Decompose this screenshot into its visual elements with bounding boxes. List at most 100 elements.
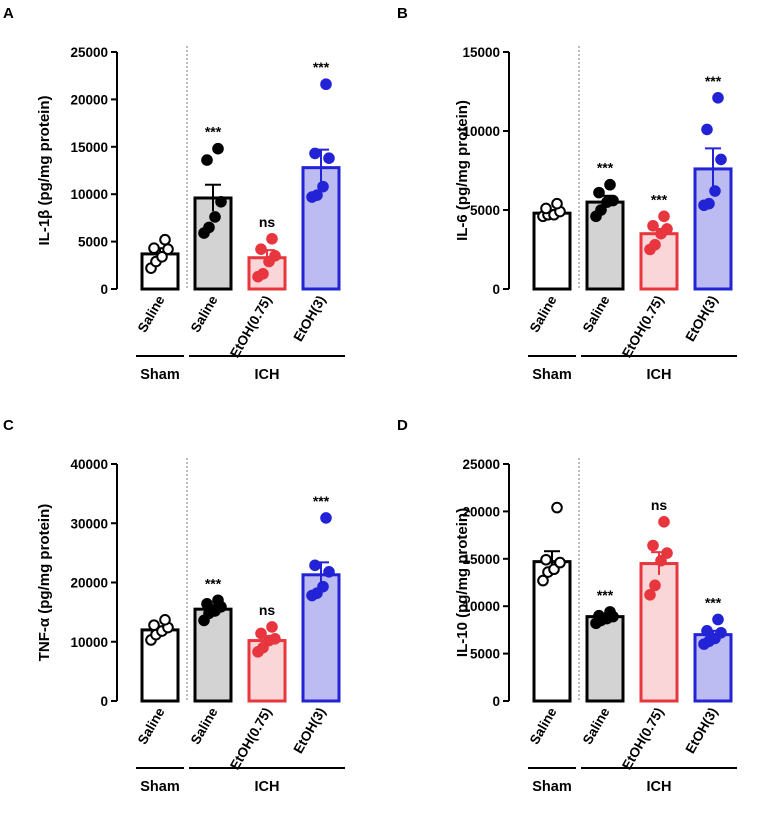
- data-point: [212, 142, 224, 155]
- data-point: [255, 627, 267, 640]
- significance-label: ***: [705, 73, 722, 89]
- y-tick-label: 10000: [70, 635, 108, 650]
- data-point: [215, 195, 227, 208]
- ich-group-label: ICH: [647, 779, 672, 795]
- data-point: [715, 153, 727, 166]
- panel-b: B 0 5000 10000 15000 IL-6 (pg/mg protein) *** *…: [397, 5, 737, 383]
- significance-label: ***: [651, 191, 668, 207]
- y-tick-label: 0: [492, 282, 500, 297]
- bar: [585, 615, 625, 703]
- y-tick-label: 5000: [470, 203, 500, 218]
- sham-group-label: Sham: [532, 779, 572, 795]
- data-point: [715, 626, 727, 639]
- panel-letter: C: [3, 417, 14, 434]
- y-tick-label: 25000: [70, 45, 108, 60]
- data-point: [554, 556, 566, 569]
- data-point: [649, 238, 661, 251]
- significance-label: ns: [259, 214, 276, 230]
- x-category-label: Saline: [527, 705, 560, 747]
- y-tick-label: 25000: [462, 457, 500, 472]
- data-point: [649, 579, 661, 592]
- ich-group-label: ICH: [647, 367, 672, 383]
- y-tick-label: 20000: [462, 504, 500, 519]
- sham-group-label: Sham: [532, 367, 572, 383]
- y-axis-title: IL-1β (pg/mg protein): [36, 96, 53, 246]
- data-point: [309, 147, 321, 160]
- panel-a: A 0 5000 10000 15000 20000 25000 IL-1β (pg/mg p…: [3, 5, 345, 383]
- x-category-label: Saline: [188, 705, 221, 747]
- sham-group-label: Sham: [140, 367, 180, 383]
- x-category-label: Saline: [135, 705, 168, 747]
- panel-d: D 0 5000 10000 15000 20000 25000 IL-10 (pg/mg p…: [397, 417, 737, 795]
- significance-label: ns: [259, 602, 276, 618]
- x-category-label: EtOH(0.75): [227, 293, 275, 360]
- significance-label: ***: [313, 493, 330, 509]
- data-point: [661, 547, 673, 559]
- significance-label: ***: [597, 587, 614, 603]
- x-category-label: EtOH(3): [682, 293, 720, 344]
- y-tick-label: 10000: [70, 187, 108, 202]
- y-tick-label: 20000: [70, 576, 108, 591]
- x-category-label: EtOH(3): [290, 705, 328, 756]
- data-point: [148, 619, 160, 631]
- significance-label: ***: [597, 160, 614, 176]
- x-category-label: EtOH(0.75): [619, 705, 667, 772]
- data-point: [255, 243, 267, 255]
- data-point: [156, 250, 168, 263]
- data-point: [712, 92, 724, 104]
- data-point: [201, 154, 213, 166]
- data-point: [593, 609, 605, 622]
- data-point: [323, 152, 335, 164]
- ich-group-label: ICH: [255, 367, 280, 383]
- data-point: [551, 501, 563, 514]
- ich-group-label: ICH: [255, 779, 280, 795]
- x-category-label: EtOH(0.75): [227, 705, 275, 772]
- data-point: [712, 613, 724, 626]
- data-point: [644, 589, 656, 601]
- panel-letter: D: [397, 417, 408, 434]
- data-point: [647, 539, 659, 552]
- y-tick-label: 20000: [70, 92, 108, 107]
- significance-label: ***: [705, 594, 722, 610]
- y-tick-label: 0: [100, 282, 108, 297]
- data-point: [212, 594, 224, 607]
- data-point: [604, 178, 616, 191]
- y-tick-label: 30000: [70, 516, 108, 531]
- data-point: [257, 641, 269, 654]
- data-point: [540, 553, 552, 566]
- significance-label: ***: [313, 59, 330, 75]
- bar: [532, 211, 572, 291]
- y-tick-label: 15000: [462, 45, 500, 60]
- data-point: [311, 189, 323, 201]
- panel-letter: A: [3, 5, 14, 22]
- data-point: [162, 243, 174, 255]
- data-point: [703, 197, 715, 210]
- data-point: [647, 220, 659, 232]
- data-point: [551, 197, 563, 210]
- data-point: [604, 606, 616, 618]
- data-point: [269, 250, 281, 262]
- x-category-label: Saline: [188, 293, 221, 335]
- data-point: [317, 180, 329, 193]
- data-point: [148, 242, 160, 255]
- data-point: [266, 232, 278, 245]
- y-axis-title: IL-10 (pg/mg protein): [454, 508, 471, 657]
- y-tick-label: 10000: [462, 599, 500, 614]
- y-tick-label: 10000: [462, 124, 500, 139]
- data-point: [203, 221, 215, 234]
- data-point: [323, 566, 335, 578]
- y-tick-label: 0: [100, 694, 108, 709]
- data-point: [269, 632, 281, 645]
- data-point: [658, 210, 670, 223]
- significance-label: ***: [205, 575, 222, 591]
- data-point: [709, 185, 721, 197]
- y-tick-label: 0: [492, 694, 500, 709]
- y-tick-label: 5000: [78, 235, 108, 250]
- y-tick-label: 15000: [70, 140, 108, 155]
- y-axis-title: TNF-α (pg/mg protein): [36, 504, 53, 662]
- x-category-label: Saline: [135, 293, 168, 335]
- y-tick-label: 40000: [70, 457, 108, 472]
- x-category-label: Saline: [580, 705, 613, 747]
- significance-label: ***: [205, 124, 222, 140]
- data-point: [540, 202, 552, 215]
